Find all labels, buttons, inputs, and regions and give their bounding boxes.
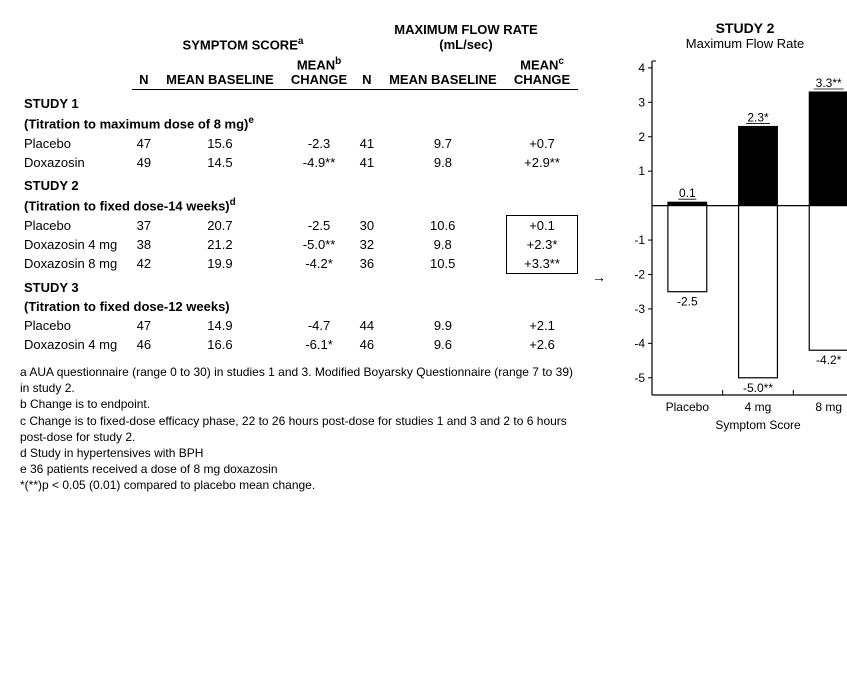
table-row: Doxazosin4914.5-4.9**419.8+2.9** <box>20 153 578 172</box>
table-row: Placebo3720.7-2.53010.6+0.1 <box>20 215 578 235</box>
col-n1: N <box>132 54 157 90</box>
study-subtitle: (Titration to fixed dose-14 weeks)d <box>20 195 578 216</box>
svg-text:2.3*: 2.3* <box>747 110 769 124</box>
svg-text:3.3**: 3.3** <box>816 76 842 90</box>
footnote: d Study in hypertensives with BPH <box>20 445 578 461</box>
footnotes: a AUA questionnaire (range 0 to 30) in s… <box>20 364 578 494</box>
svg-text:-1: -1 <box>634 233 645 247</box>
symptom-header: SYMPTOM SCOREa <box>132 20 355 54</box>
svg-text:-4.2*: -4.2* <box>816 353 842 367</box>
svg-text:-2: -2 <box>634 267 645 281</box>
table-row: Placebo4715.6-2.3419.7+0.7 <box>20 134 578 153</box>
svg-text:2: 2 <box>638 130 645 144</box>
table-body: STUDY 1(Titration to maximum dose of 8 m… <box>20 90 578 354</box>
chart-title: STUDY 2 <box>620 20 847 36</box>
study-title: STUDY 3 <box>20 273 578 297</box>
bar-chart: 4 3 2 1 -1 -2 -3 -4 -5 0.1 -2.5 Placebo 2.3* -5.0** 4 … <box>620 55 847 435</box>
svg-text:4: 4 <box>638 61 645 75</box>
table-row: Doxazosin 4 mg3821.2-5.0**329.8+2.3* <box>20 235 578 254</box>
study-subtitle: (Titration to fixed dose-12 weeks) <box>20 297 578 316</box>
svg-text:-5: -5 <box>634 371 645 385</box>
study-subtitle: (Titration to maximum dose of 8 mg)e <box>20 113 578 133</box>
arrow-icon: → <box>588 269 610 285</box>
svg-text:Placebo: Placebo <box>666 400 710 414</box>
col-baseline1: MEAN BASELINE <box>156 54 283 90</box>
results-table: SYMPTOM SCOREa MAXIMUM FLOW RATE (mL/sec… <box>20 20 578 354</box>
svg-text:-3: -3 <box>634 302 645 316</box>
data-table-region: SYMPTOM SCOREa MAXIMUM FLOW RATE (mL/sec… <box>20 20 578 493</box>
table-row: Doxazosin 8 mg4219.9-4.2*3610.5+3.3** <box>20 254 578 274</box>
svg-text:8 mg: 8 mg <box>815 400 842 414</box>
footnote: b Change is to endpoint. <box>20 396 578 412</box>
svg-text:1: 1 <box>638 164 645 178</box>
svg-text:Symptom Score: Symptom Score <box>715 418 801 432</box>
footnote: e 36 patients received a dose of 8 mg do… <box>20 461 578 477</box>
footnote: *(**)p < 0.05 (0.01) compared to placebo… <box>20 477 578 493</box>
footnote: a AUA questionnaire (range 0 to 30) in s… <box>20 364 578 396</box>
study-title: STUDY 2 <box>20 172 578 195</box>
svg-text:-2.5: -2.5 <box>677 295 698 309</box>
study-title: STUDY 1 <box>20 90 578 114</box>
svg-text:4 mg: 4 mg <box>745 400 772 414</box>
svg-text:-5.0**: -5.0** <box>743 381 773 395</box>
col-change2: MEANc CHANGE <box>507 54 578 90</box>
col-baseline2: MEAN BASELINE <box>379 54 506 90</box>
col-n2: N <box>354 54 379 90</box>
table-row: Placebo4714.9-4.7449.9+2.1 <box>20 316 578 335</box>
footnote: c Change is to fixed-dose efficacy phase… <box>20 413 578 445</box>
chart-subtitle: Maximum Flow Rate <box>620 36 847 51</box>
chart-region: STUDY 2 Maximum Flow Rate 4 3 2 1 -1 -2 -3 -4 -5… <box>620 20 847 438</box>
main-layout: SYMPTOM SCOREa MAXIMUM FLOW RATE (mL/sec… <box>20 20 827 493</box>
flow-header: MAXIMUM FLOW RATE (mL/sec) <box>354 20 577 54</box>
svg-text:3: 3 <box>638 95 645 109</box>
table-row: Doxazosin 4 mg4616.6-6.1*469.6+2.6 <box>20 335 578 354</box>
svg-text:-4: -4 <box>634 336 645 350</box>
col-change1: MEANb CHANGE <box>284 54 355 90</box>
svg-text:0.1: 0.1 <box>679 186 696 200</box>
